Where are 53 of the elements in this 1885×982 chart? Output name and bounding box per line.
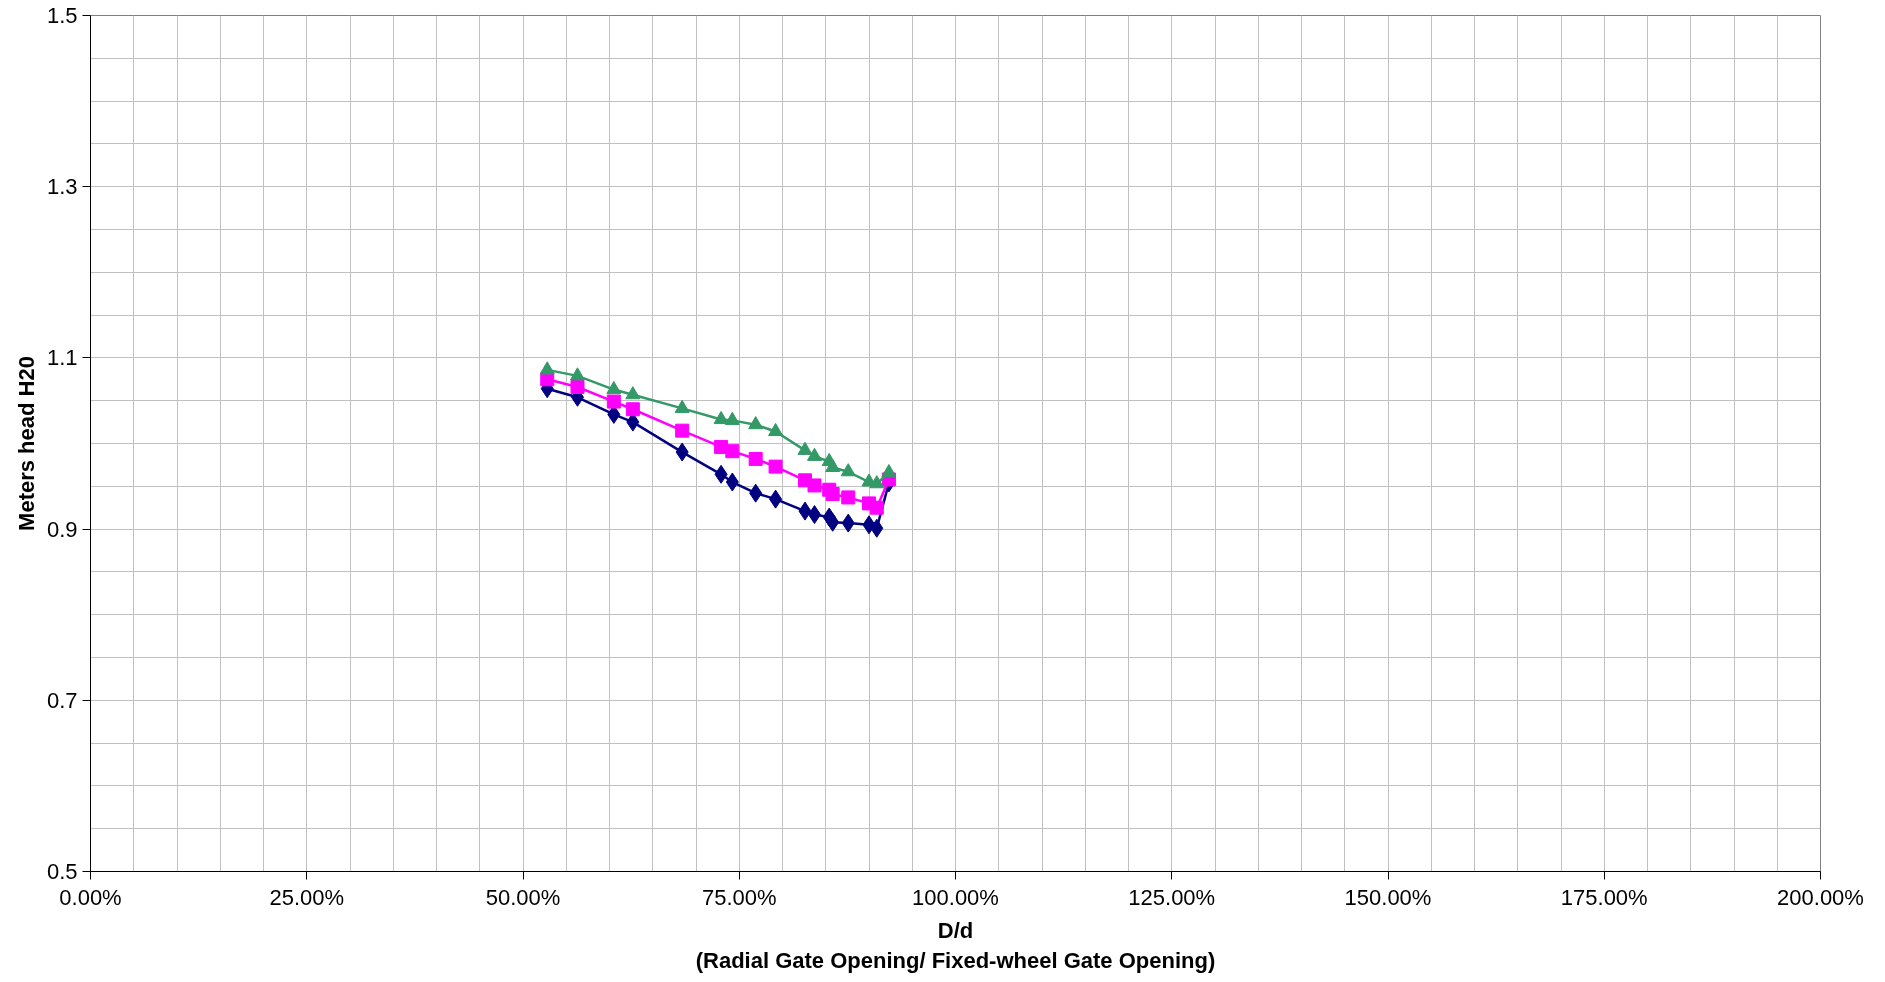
point	[539, 361, 555, 375]
y-tick-label: 0.7	[46, 687, 78, 713]
y-tick-label: 1.1	[46, 345, 78, 371]
x-axis-title: D/d (Radial Gate Opening/ Fixed-wheel Gate Opening)	[695, 917, 1216, 973]
point	[606, 380, 622, 395]
point	[675, 442, 689, 462]
point	[841, 513, 855, 533]
point	[625, 402, 640, 417]
point	[768, 459, 783, 474]
point	[748, 416, 764, 430]
point	[869, 500, 884, 515]
point	[674, 399, 690, 413]
point	[881, 464, 897, 478]
point	[748, 451, 763, 466]
x-tick-label: 75.00%	[701, 884, 777, 910]
point	[625, 386, 641, 400]
point	[808, 505, 822, 525]
x-tick-label: 50.00%	[485, 884, 561, 910]
point	[569, 367, 585, 381]
point	[797, 441, 813, 455]
x-tick-label: 200.00%	[1777, 884, 1864, 910]
point	[870, 518, 884, 538]
point	[769, 489, 783, 509]
point	[724, 411, 740, 425]
point	[807, 447, 823, 461]
point	[798, 501, 812, 521]
point	[713, 410, 729, 425]
point	[725, 444, 740, 459]
x-tick-label: 25.00%	[269, 884, 345, 910]
x-tick-label: 150.00%	[1344, 884, 1432, 910]
y-tick-label: 1.5	[46, 3, 78, 28]
point	[840, 463, 856, 477]
point	[714, 464, 728, 484]
x-tick-label: 0.00%	[59, 884, 122, 910]
x-tick-label: 175.00%	[1560, 884, 1648, 910]
point	[826, 512, 840, 532]
x-tick-label: 125.00%	[1128, 884, 1216, 910]
point	[768, 422, 784, 437]
y-tick-label: 1.3	[46, 174, 78, 200]
x-tick-label: 100.00%	[912, 884, 999, 910]
point	[841, 490, 856, 505]
y-tick-label: 0.5	[46, 859, 78, 884]
point	[725, 472, 739, 492]
point	[606, 394, 621, 409]
point	[869, 475, 885, 489]
point	[675, 423, 690, 438]
y-axis-title: Meters head H20	[13, 356, 39, 531]
y-tick-label: 0.9	[46, 516, 78, 542]
point	[825, 458, 841, 473]
point	[570, 380, 585, 394]
point	[749, 483, 763, 503]
point	[807, 478, 822, 493]
point	[825, 487, 840, 501]
